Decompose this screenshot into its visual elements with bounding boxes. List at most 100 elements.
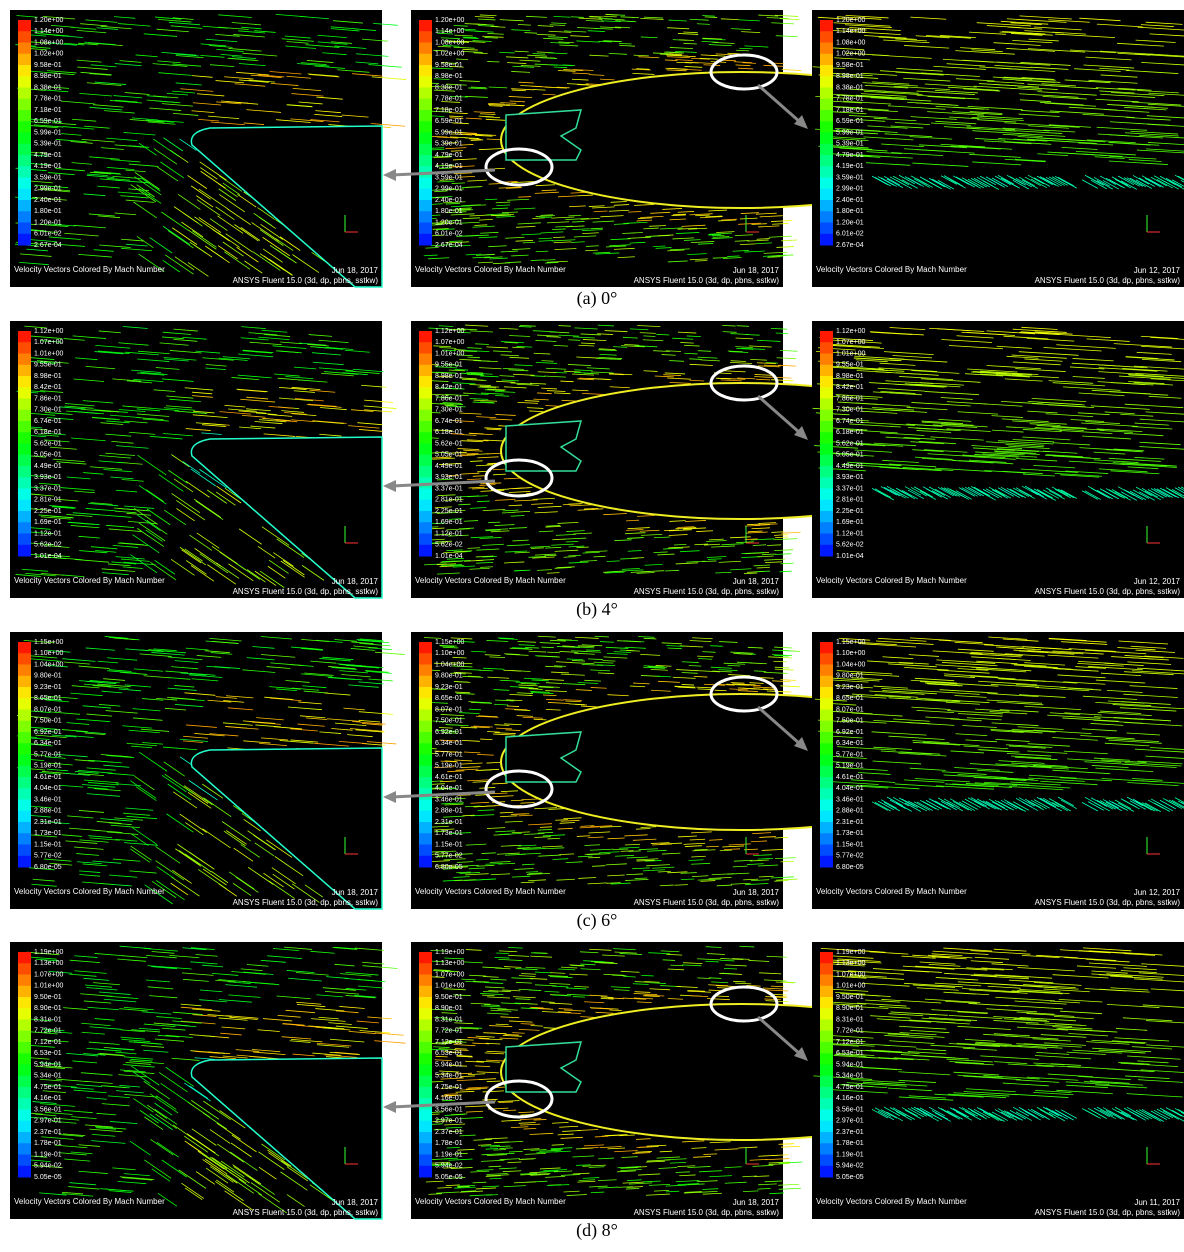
colorbar-label: 6.80e-05 <box>34 864 62 871</box>
colorbar-segment <box>820 88 833 100</box>
colorbar-segment <box>419 144 432 156</box>
colorbar-segment <box>18 189 31 201</box>
colorbar-label: 8.98e-01 <box>34 73 62 80</box>
colorbar-segment <box>18 99 31 111</box>
colorbar-label: 1.07e+00 <box>34 339 63 346</box>
colorbar-segment <box>18 1053 31 1065</box>
colorbar-label: 7.72e-01 <box>435 1028 463 1035</box>
panel-date: Jun 18, 2017 <box>332 577 379 586</box>
colorbar-segment <box>419 1020 432 1032</box>
colorbar-label: 1.12e+00 <box>836 328 865 335</box>
colorbar-label: 5.19e-01 <box>34 763 62 770</box>
colorbar-segment <box>419 545 432 557</box>
colorbar-label: 4.79e-01 <box>435 152 463 159</box>
colorbar-label: 6.01e-02 <box>435 231 463 238</box>
colorbar-label: 9.23e-01 <box>435 684 463 691</box>
colorbar-segment <box>820 788 833 800</box>
colorbar-segment <box>18 43 31 55</box>
colorbar-segment <box>820 721 833 733</box>
colorbar-label: 8.65e-01 <box>435 695 463 702</box>
colorbar-label: 9.23e-01 <box>836 684 864 691</box>
colorbar-label: 9.58e-01 <box>836 62 864 69</box>
colorbar-segment <box>18 155 31 167</box>
panel: 1.20e+001.14e+001.08e+001.02e+009.58e-01… <box>812 10 1184 287</box>
colorbar-label: 1.01e-04 <box>435 553 463 560</box>
colorbar-segment <box>18 1132 31 1144</box>
colorbar-segment <box>18 975 31 987</box>
colorbar-segment <box>419 986 432 998</box>
colorbar-label: 3.56e-01 <box>435 1106 463 1113</box>
colorbar-label: 5.94e-02 <box>34 1163 62 1170</box>
colorbar-segment <box>419 489 432 501</box>
colorbar-label: 1.73e-01 <box>34 830 62 837</box>
colorbar-label: 2.25e-01 <box>34 508 62 515</box>
arrow-head <box>383 480 396 492</box>
colorbar-label: 2.25e-01 <box>435 508 463 515</box>
colorbar-segment <box>820 743 833 755</box>
panel-date: Jun 18, 2017 <box>332 266 379 275</box>
panel-title: Velocity Vectors Colored By Mach Number <box>415 887 566 896</box>
colorbar-segment <box>820 20 833 32</box>
colorbar-segment <box>419 997 432 1009</box>
panel-title: Velocity Vectors Colored By Mach Number <box>415 576 566 585</box>
colorbar-label: 2.97e-01 <box>435 1118 463 1125</box>
colorbar-label: 5.34e-01 <box>34 1073 62 1080</box>
colorbar-segment <box>419 777 432 789</box>
colorbar-segment <box>419 1143 432 1155</box>
colorbar-label: 1.20e+00 <box>836 17 865 24</box>
colorbar-label: 9.50e-01 <box>435 994 463 1001</box>
colorbar-label: 1.19e+00 <box>435 949 464 956</box>
colorbar-segment <box>18 500 31 512</box>
colorbar-segment <box>18 200 31 212</box>
colorbar-label: 8.42e-01 <box>435 384 463 391</box>
panel-title: Velocity Vectors Colored By Mach Number <box>14 265 165 274</box>
colorbar-label: 5.34e-01 <box>435 1073 463 1080</box>
colorbar-label: 2.88e-01 <box>435 808 463 815</box>
panel: 1.15e+001.10e+001.04e+009.80e-019.23e-01… <box>812 632 1184 909</box>
colorbar-segment <box>18 997 31 1009</box>
colorbar-segment <box>820 421 833 433</box>
colorbar-segment <box>18 399 31 411</box>
colorbar-label: 5.77e-02 <box>34 853 62 860</box>
colorbar-label: 9.80e-01 <box>34 673 62 680</box>
colorbar-label: 1.15e+00 <box>34 639 63 646</box>
colorbar-label: 5.05e-01 <box>836 452 864 459</box>
colorbar-label: 7.86e-01 <box>34 395 62 402</box>
colorbar-label: 5.05e-05 <box>435 1174 463 1181</box>
colorbar-label: 9.80e-01 <box>435 673 463 680</box>
colorbar-segment <box>820 200 833 212</box>
colorbar-label: 9.55e-01 <box>34 362 62 369</box>
colorbar-label: 5.77e-01 <box>836 751 864 758</box>
panel-date: Jun 18, 2017 <box>332 888 379 897</box>
colorbar-segment <box>419 88 432 100</box>
colorbar-segment <box>820 653 833 665</box>
colorbar-segment <box>18 676 31 688</box>
colorbar-segment <box>18 1031 31 1043</box>
colorbar-segment <box>18 766 31 778</box>
software-label: ANSYS Fluent 15.0 (3d, dp, pbns, sstkw) <box>634 276 780 285</box>
colorbar-segment <box>18 665 31 677</box>
colorbar-label: 4.04e-01 <box>34 785 62 792</box>
colorbar-label: 5.62e-01 <box>836 440 864 447</box>
colorbar-label: 7.78e-01 <box>34 96 62 103</box>
colorbar-label: 7.18e-01 <box>836 107 864 114</box>
colorbar-segment <box>419 189 432 201</box>
colorbar-label: 1.14e+00 <box>836 28 865 35</box>
colorbar-segment <box>18 54 31 66</box>
colorbar-segment <box>820 477 833 489</box>
colorbar-segment <box>820 511 833 523</box>
colorbar-segment <box>18 342 31 354</box>
colorbar-segment <box>18 410 31 422</box>
colorbar-label: 2.40e-01 <box>34 197 62 204</box>
colorbar-segment <box>419 534 432 546</box>
colorbar-label: 2.99e-01 <box>836 186 864 193</box>
colorbar-segment <box>419 743 432 755</box>
colorbar-label: 1.07e+00 <box>435 971 464 978</box>
colorbar-label: 4.04e-01 <box>836 785 864 792</box>
colorbar-segment <box>18 511 31 523</box>
colorbar-segment <box>18 1042 31 1054</box>
panel-title: Velocity Vectors Colored By Mach Number <box>415 265 566 274</box>
panel-date: Jun 18, 2017 <box>332 1198 379 1207</box>
colorbar-segment <box>18 20 31 32</box>
